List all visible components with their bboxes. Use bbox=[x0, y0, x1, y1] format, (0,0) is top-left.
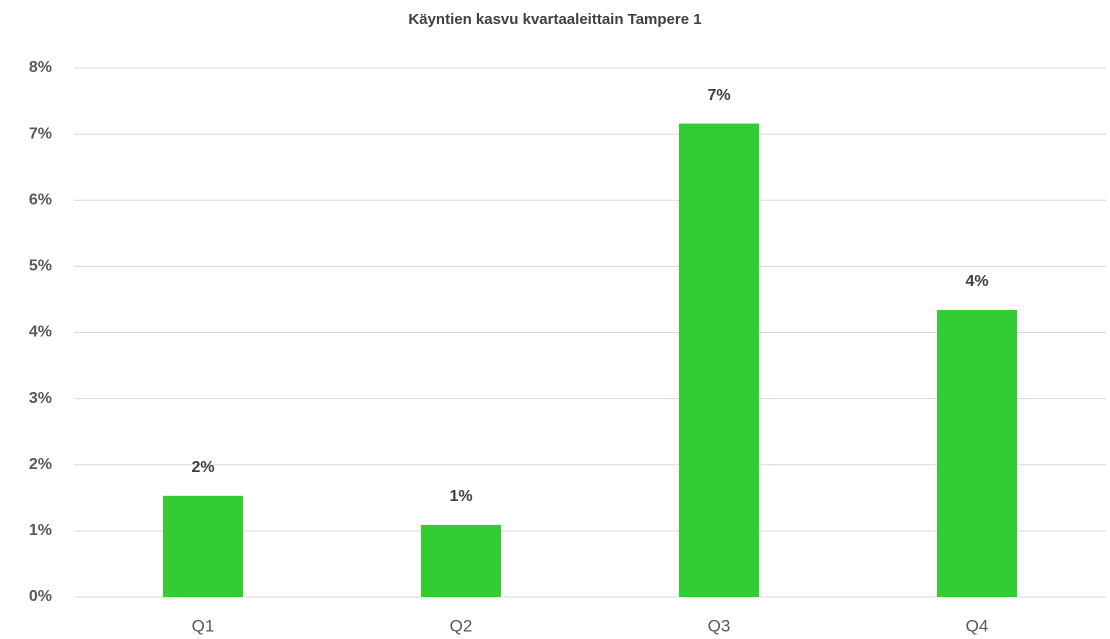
x-tick-label: Q4 bbox=[966, 616, 989, 635]
y-tick-label: 3% bbox=[29, 390, 52, 407]
y-tick-label: 7% bbox=[29, 125, 52, 142]
y-tick-label: 6% bbox=[29, 191, 52, 208]
data-label: 4% bbox=[965, 273, 988, 290]
data-label: 7% bbox=[707, 87, 730, 104]
bar bbox=[421, 524, 501, 597]
y-tick-label: 2% bbox=[29, 456, 52, 473]
x-tick-label: Q1 bbox=[192, 616, 215, 635]
chart-title: Käyntien kasvu kvartaaleittain Tampere 1 bbox=[408, 11, 701, 28]
bar bbox=[679, 123, 759, 598]
y-tick-label: 4% bbox=[29, 324, 52, 341]
data-label: 1% bbox=[449, 488, 472, 505]
y-tick-label: 8% bbox=[29, 59, 52, 76]
bar bbox=[163, 495, 243, 597]
data-label: 2% bbox=[191, 459, 214, 476]
y-tick-label: 5% bbox=[29, 258, 52, 275]
y-tick-label: 1% bbox=[29, 522, 52, 539]
x-tick-label: Q2 bbox=[450, 616, 473, 635]
y-tick-label: 0% bbox=[29, 588, 52, 605]
bar bbox=[937, 310, 1017, 597]
x-tick-label: Q3 bbox=[708, 616, 731, 635]
